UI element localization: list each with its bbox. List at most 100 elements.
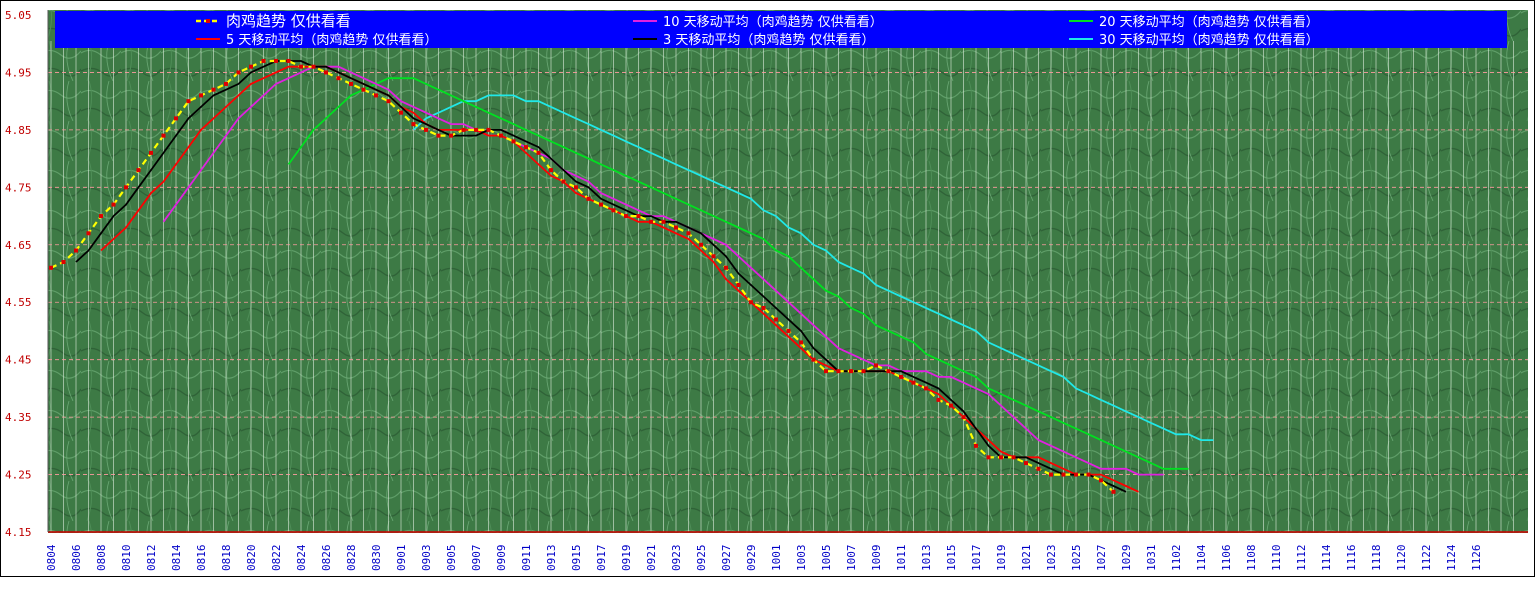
data-point [786,328,791,333]
x-tick-label: 0907 [470,545,483,572]
data-point [1024,461,1028,466]
x-tick-label: 0804 [45,544,58,571]
y-tick-label: 4.85 [5,124,32,137]
data-point [811,357,816,362]
x-tick-label: 0903 [420,545,433,572]
data-point [774,317,778,322]
x-tick-label: 1106 [1220,545,1233,572]
x-tick-label: 0925 [695,545,708,572]
data-point [474,127,478,132]
data-point [261,58,266,63]
x-tick-label: 0830 [370,545,383,572]
data-point [911,380,916,385]
data-point [986,455,991,460]
data-point [199,93,203,98]
x-tick-label: 1023 [1045,545,1058,572]
x-tick-label: 0915 [570,545,583,572]
y-tick-label: 4.95 [5,66,32,79]
data-point [86,231,91,236]
data-point [574,185,578,190]
x-tick-label: 0919 [620,545,633,572]
data-point [861,369,866,374]
y-tick-label: 4.75 [5,181,32,194]
y-tick-label: 4.45 [5,354,32,367]
data-point [149,150,153,155]
x-tick-label: 1021 [1020,545,1033,572]
x-tick-label: 1005 [820,545,833,572]
x-tick-label: 0911 [520,545,533,572]
y-tick-label: 4.25 [5,469,32,482]
series-line-5 [412,94,1214,442]
data-point [461,127,466,132]
data-point [136,168,141,173]
data-point [1074,472,1078,477]
data-point [711,254,716,259]
x-tick-label: 1124 [1445,544,1458,571]
legend: 肉鸡趋势 仅供看看 5 天移动平均（肉鸡趋势 仅供看看） 10 天移动平均（肉鸡趋势… [196,12,1319,48]
x-tick-label: 1114 [1320,544,1333,571]
x-tick-label: 0909 [495,545,508,572]
x-tick-label: 0820 [245,545,258,572]
x-tick-label: 1110 [1270,545,1283,572]
data-point [586,196,591,201]
legend-label: 10 天移动平均（肉鸡趋势 仅供看看） [663,14,883,30]
x-tick-label: 1122 [1420,545,1433,572]
data-point [611,208,616,213]
x-tick-label: 0822 [270,545,283,572]
x-tick-label: 0808 [95,545,108,572]
data-point [874,363,878,368]
data-point [211,87,216,92]
data-point [286,58,291,63]
data-point [649,219,653,224]
x-tick-label: 1112 [1295,545,1308,572]
x-tick-label: 1025 [1070,545,1083,572]
data-point [599,202,603,207]
x-tick-label: 1003 [795,545,808,572]
x-tick-label: 1108 [1245,545,1258,572]
x-tick-label: 1118 [1370,545,1383,572]
x-tick-labels: 0804 0806 0808 0810 0812 0814 0816 0818 0820 0822… [45,544,1483,571]
y-tick-label: 5.05 [5,9,32,22]
x-tick-label: 0816 [195,545,208,572]
x-tick-label: 1007 [845,545,858,572]
data-point [174,116,178,121]
data-point [836,369,841,374]
legend-box [55,11,1507,48]
y-tick-label: 4.15 [5,526,32,539]
series-lines [50,59,1214,493]
x-tick-label: 1019 [995,545,1008,572]
data-point [361,87,366,92]
data-point [324,70,328,75]
y-tick-label: 4.55 [5,296,32,309]
legend-label: 20 天移动平均（肉鸡趋势 仅供看看） [1099,14,1319,30]
data-point [411,122,416,127]
data-point [111,202,116,207]
legend-label: 30 天移动平均（肉鸡趋势 仅供看看） [1099,32,1319,48]
drop-lines [50,41,1514,532]
x-tick-label: 0810 [120,545,133,572]
data-point [1111,489,1116,494]
x-tick-label: 1029 [1120,545,1133,572]
x-tick-label: 1102 [1170,545,1183,572]
data-point [336,76,341,81]
plot-background [48,10,1528,533]
data-point [824,369,828,374]
x-tick-label: 0905 [445,545,458,572]
data-point [224,81,228,86]
x-tick-label: 1126 [1470,545,1483,572]
series-line-2 [100,65,1139,493]
data-point [61,260,66,265]
data-point [674,225,678,230]
data-point [74,248,78,253]
y-tick-label: 4.35 [5,411,32,424]
data-point [1049,472,1053,477]
x-tick-label: 1011 [895,545,908,572]
x-tick-label: 0921 [645,545,658,572]
data-point [1099,478,1103,483]
data-point [949,403,953,408]
data-point [936,397,941,402]
data-point [186,99,191,104]
data-point [1011,455,1016,460]
x-tick-label: 0818 [220,545,233,572]
x-tick-label: 0826 [320,545,333,572]
